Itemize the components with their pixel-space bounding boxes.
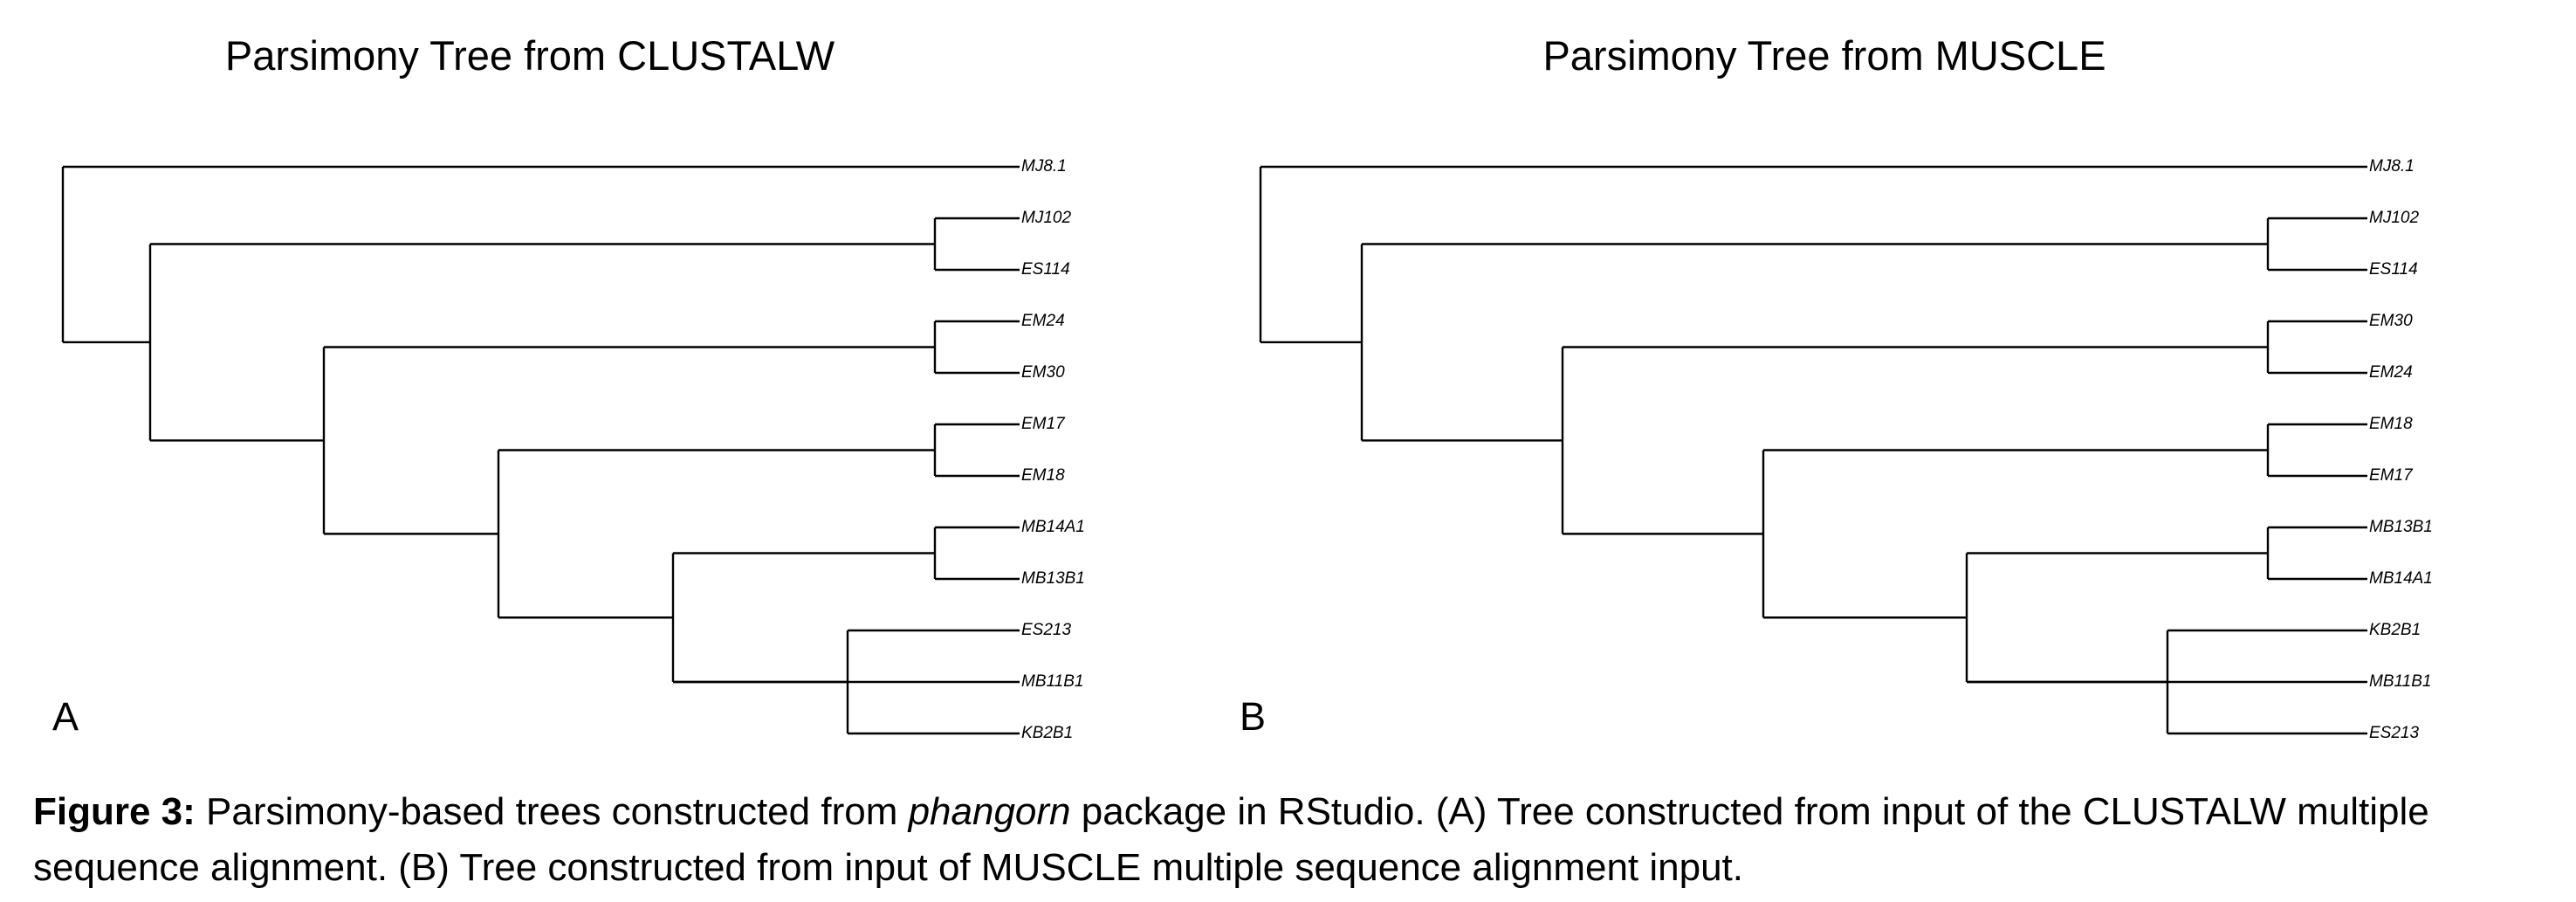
tip-label: EM17 (1021, 415, 1066, 433)
tip-label: EM24 (1021, 312, 1065, 330)
tip-label: MJ102 (2369, 209, 2419, 227)
tip-label: MJ102 (1021, 209, 1071, 227)
tip-label: EM24 (2369, 363, 2413, 382)
tip-label: EM30 (1021, 363, 1065, 382)
tip-label: EM30 (2369, 312, 2413, 330)
tip-label: MJ8.1 (2369, 157, 2415, 176)
tree-panel-b: Parsimony Tree from MUSCLE MJ8.1 MJ102 ES1… (1240, 0, 2527, 760)
caption-italic: phangorn (908, 790, 1071, 833)
tip-label: MB13B1 (1021, 569, 1085, 588)
phylogenetic-tree-b: MJ8.1 MJ102 ES114 EM30 EM24 EM18 EM17 MB13B1 MB1… (1259, 157, 2433, 742)
tip-label: ES114 (1021, 260, 1070, 279)
figure-caption: Figure 3: Parsimony-based trees construc… (33, 784, 2547, 896)
tip-label: MB11B1 (1021, 672, 1083, 691)
tip-label: ES114 (2369, 260, 2418, 279)
caption-text-before: Parsimony-based trees constructed from (195, 790, 909, 833)
phylogenetic-tree-a: MJ8.1 MJ102 ES114 EM24 EM30 EM17 EM18 MB14A1 MB1… (61, 157, 1085, 742)
tip-label: MB13B1 (2369, 518, 2433, 536)
tip-label: ES213 (2369, 724, 2419, 742)
panel-title: Parsimony Tree from MUSCLE (1542, 32, 2106, 79)
caption-text-after: package in RStudio. (A) Tree constructed… (33, 790, 2429, 889)
panel-title: Parsimony Tree from CLUSTALW (224, 32, 835, 79)
tip-label: EM17 (2369, 466, 2414, 485)
tip-label: MJ8.1 (1021, 157, 1067, 176)
tip-label: MB14A1 (2369, 569, 2433, 588)
tip-label: MB11B1 (2369, 672, 2431, 691)
tip-label: ES213 (1021, 621, 1071, 639)
tip-label: KB2B1 (1021, 724, 1073, 742)
panel-letter: A (52, 694, 79, 739)
tip-label: EM18 (2369, 415, 2413, 433)
caption-label: Figure 3: (33, 790, 196, 833)
panel-letter: B (1240, 694, 1267, 739)
tree-panel-a: Parsimony Tree from CLUSTALW MJ8.1 MJ102 E… (0, 0, 1288, 760)
tip-label: KB2B1 (2369, 621, 2421, 639)
tip-label: MB14A1 (1021, 518, 1085, 536)
tip-label: EM18 (1021, 466, 1065, 485)
